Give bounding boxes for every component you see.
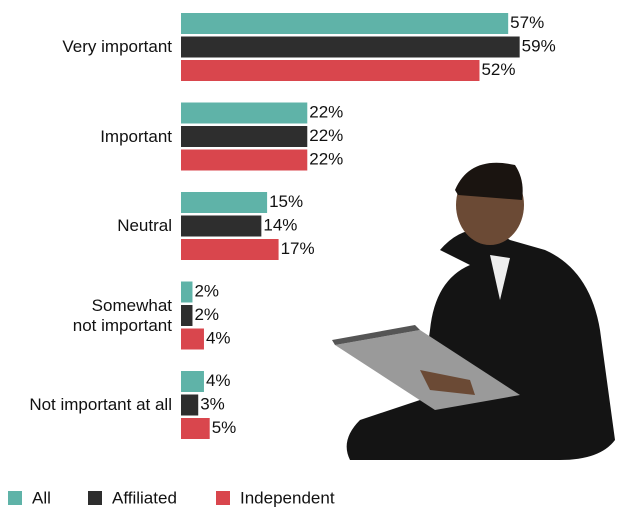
bar xyxy=(181,215,262,237)
category-label: Important xyxy=(100,126,172,146)
bar xyxy=(181,126,308,147)
category-label: Neutral xyxy=(117,216,172,235)
value-label: 14% xyxy=(263,215,297,234)
value-label: 52% xyxy=(481,60,515,79)
bar xyxy=(181,328,204,350)
photo xyxy=(332,162,615,460)
value-label: 3% xyxy=(200,394,225,413)
bar xyxy=(181,418,210,439)
value-label: 22% xyxy=(309,126,343,145)
value-label: 22% xyxy=(309,102,343,121)
bar xyxy=(181,371,204,392)
bar xyxy=(181,192,268,213)
category-label: Somewhat not important xyxy=(72,295,172,335)
value-label: 15% xyxy=(269,192,303,211)
legend-swatch xyxy=(216,491,230,505)
value-label: 59% xyxy=(522,36,556,55)
bar xyxy=(181,394,199,416)
value-label: 4% xyxy=(206,371,231,390)
bar xyxy=(181,305,193,326)
bar xyxy=(181,149,308,171)
legend-label: Independent xyxy=(240,488,335,507)
bar xyxy=(181,239,279,260)
category-label: Very important xyxy=(62,37,172,56)
category-label: Not important at all xyxy=(29,395,172,414)
value-label: 17% xyxy=(281,239,315,258)
value-label: 4% xyxy=(206,328,231,347)
bar xyxy=(181,13,509,34)
legend-label: Affiliated xyxy=(112,488,177,507)
bar xyxy=(181,102,308,124)
bar xyxy=(181,281,193,303)
value-label: 2% xyxy=(194,305,219,324)
legend-label: All xyxy=(32,488,51,507)
bar xyxy=(181,36,520,58)
legend-swatch xyxy=(88,491,102,505)
legend-swatch xyxy=(8,491,22,505)
value-label: 22% xyxy=(309,149,343,168)
value-label: 57% xyxy=(510,13,544,32)
value-label: 5% xyxy=(212,418,237,437)
bar xyxy=(181,60,480,81)
value-label: 2% xyxy=(194,281,219,300)
